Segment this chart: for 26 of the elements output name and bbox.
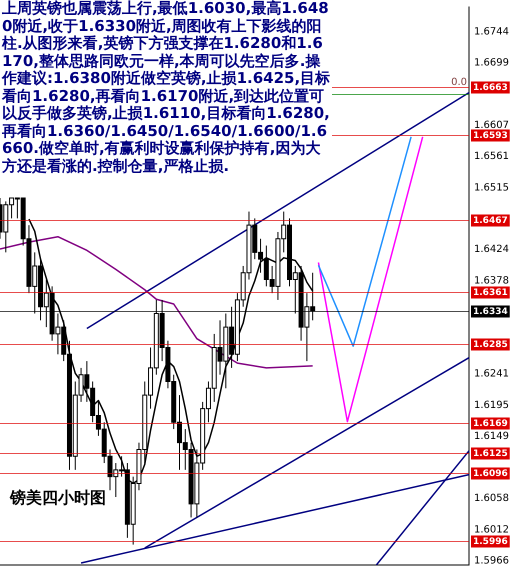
y-tick-label: 1.6744 <box>474 26 509 38</box>
ref-line-label: 1.6361 <box>473 288 508 298</box>
ref-line-label: 1.6663 <box>473 82 508 93</box>
y-tick-label: 1.6699 <box>474 57 509 68</box>
ref-line-label: 1.6467 <box>473 216 508 226</box>
y-tick-label: 1.6378 <box>474 275 509 286</box>
y-tick-label: 1.6012 <box>474 524 509 536</box>
y-tick-label: 1.6515 <box>474 182 509 194</box>
annotation: 0.0 <box>451 76 467 88</box>
y-tick-label: 1.6607 <box>474 120 509 131</box>
y-tick-label: 1.6424 <box>474 244 509 256</box>
ref-line-label: 1.6125 <box>473 448 508 459</box>
text: 上周英镑也属震荡上行,最低1.6030,最高1.6480附近,收于1.6330附近,周图收有上下影线的阳柱.从图形来看,英镑下方强支撑在1.6280和1.6170,整体思路同欧元一样,本周可以先空后多.操作建议:1.6380附近做空英镑,止损1.6425,目标看向1.6280,再看向1.6170附近,到达此位置可以反手做多英镑,止损1.6110,目标看向1.6280,再看向1.6360/1.6450/1.6540/1.6600/1.6660.做空单时,有赢利时设赢利保护持有,因为大方还是看涨的.控制仓量,严格止损. <box>2 0 330 174</box>
y-tick-label: 1.6195 <box>474 400 509 411</box>
ref-line-label: 1.6334 <box>473 306 508 317</box>
y-tick-label: 1.6058 <box>474 492 509 504</box>
y-tick-label: 1.5966 <box>474 556 509 567</box>
ref-line-label: 1.5996 <box>473 536 508 547</box>
ref-line-label: 1.6593 <box>473 130 508 141</box>
y-tick-label: 1.6561 <box>474 151 509 162</box>
ref-line-label: 1.6285 <box>473 340 508 350</box>
annotation: 镑美四小时图 <box>10 488 106 509</box>
ref-line-label: 1.6169 <box>473 418 508 429</box>
y-tick-label: 1.6241 <box>474 368 509 380</box>
ref-line-label: 1.6096 <box>473 468 508 479</box>
y-tick-label: 1.6149 <box>474 431 509 442</box>
